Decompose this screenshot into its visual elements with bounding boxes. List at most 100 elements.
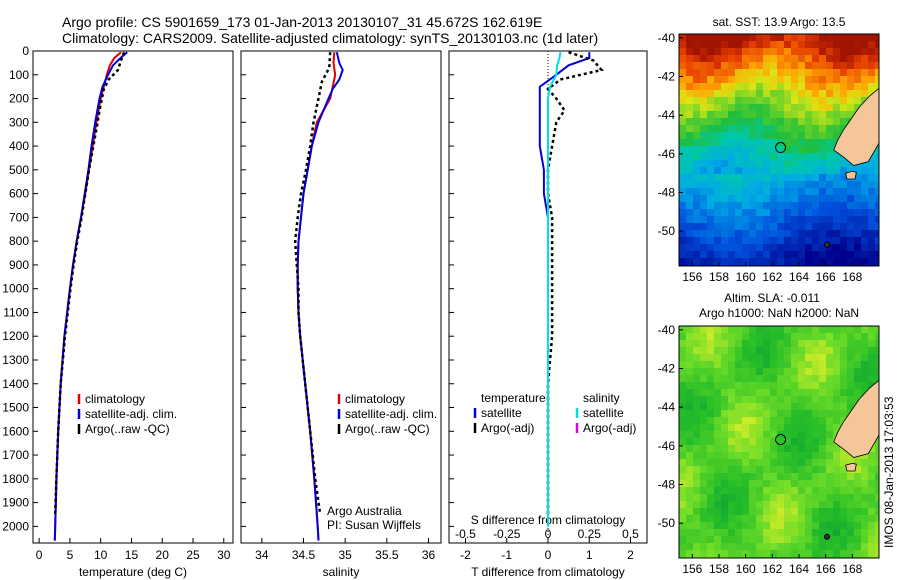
map-cell [728,529,736,537]
map-cell [805,368,813,376]
map-cell [756,424,764,432]
map-cell [826,375,834,383]
map-cell [742,118,750,126]
map-cell [756,76,764,84]
map-cell [707,333,715,341]
map-cell [749,445,757,453]
map-cell [700,403,708,411]
map-cell [756,41,764,49]
map-cell [784,501,792,509]
map-cell [812,174,820,182]
map-cell [756,69,764,77]
map-cell [847,216,855,224]
map-cell [700,181,708,189]
map-cell [840,501,848,509]
map-cell [847,104,855,112]
map-cell [749,97,757,105]
map-cell [714,104,722,112]
series-climatology [296,52,337,541]
map-cell [728,55,736,63]
map-cell [791,403,799,411]
map-cell [721,188,729,196]
map-cell [749,55,757,63]
map-cell [840,522,848,530]
map-cell [791,333,799,341]
map-cell [840,410,848,418]
map-cell [805,69,813,77]
map-cell [749,41,757,49]
map-cell [728,139,736,147]
map-cell [735,396,743,404]
map-cell [763,487,771,495]
map-y-tick-label: -50 [658,516,676,530]
map-cell [868,494,876,502]
argo-position-marker [775,142,787,154]
map-cell [812,244,820,252]
map-cell [826,195,834,203]
x-tick-label: 20 [156,548,170,562]
map-cell [707,174,715,182]
map-cell [819,522,827,530]
map-cell [805,452,813,460]
map-cell [756,48,764,56]
map-cell [791,209,799,217]
map-cell [854,375,862,383]
map-cell [756,167,764,175]
map-cell [679,104,687,112]
map-cell [714,69,722,77]
map-cell [861,251,869,259]
map-cell [868,69,876,77]
map-cell [700,223,708,231]
map-cell [868,223,876,231]
map-cell [686,223,694,231]
map-cell [728,473,736,481]
legend-entry: satellite-adj. clim. [85,407,177,421]
map-cell [707,97,715,105]
map-cell [833,403,841,411]
map-cell [875,83,879,91]
map-cell [812,258,820,266]
map-cell [714,90,722,98]
map-cell [840,160,848,168]
map-cell [777,34,785,42]
map-y-tick-label: -42 [658,362,676,376]
map-cell [735,195,743,203]
map-cell [686,48,694,56]
map-cell [756,459,764,467]
map-cell [770,76,778,84]
map-cell [861,466,869,474]
map-cell [854,34,862,42]
map-cell [791,529,799,537]
map-cell [784,146,792,154]
map-cell [833,543,841,551]
map-cell [728,195,736,203]
map-cell [770,251,778,259]
map-cell [875,543,879,551]
map-cell [847,237,855,245]
map-cell [819,368,827,376]
map-cell [812,125,820,133]
map-cells [679,34,879,266]
map-cell [784,251,792,259]
map-cell [770,529,778,537]
map-cell [756,354,764,362]
map-cell [700,118,708,126]
map-cell [693,347,701,355]
map-cell [714,34,722,42]
map-cell [763,195,771,203]
map-cell [819,251,827,259]
map-cell [826,361,834,369]
map-cell [861,480,869,488]
map-cell [798,34,806,42]
map-cell [833,361,841,369]
map-cell [700,132,708,140]
map-cell [784,132,792,140]
map-cell [735,139,743,147]
map-cell [812,34,820,42]
map-cell [707,244,715,252]
map-cell [700,216,708,224]
map-cell [742,347,750,355]
map-cell [798,55,806,63]
map-cell [798,48,806,56]
map-cell [728,501,736,509]
